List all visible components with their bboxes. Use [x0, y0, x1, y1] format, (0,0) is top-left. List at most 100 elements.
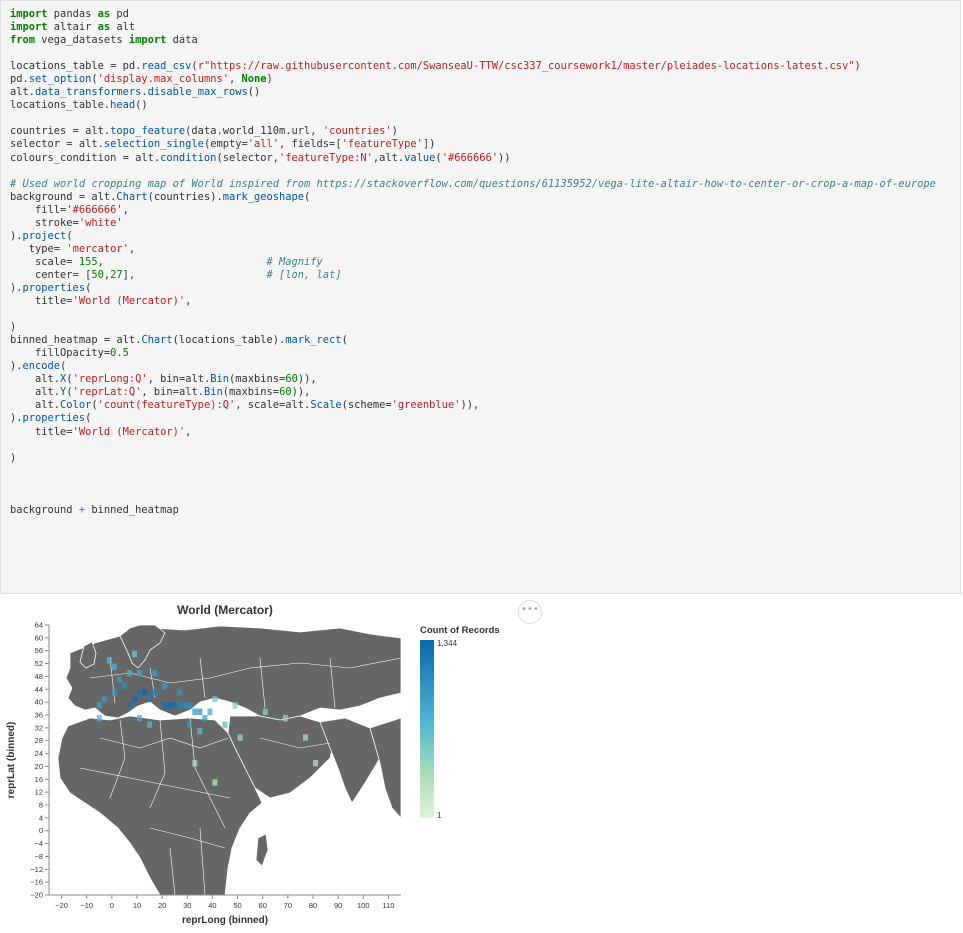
- y-tick-label: 16: [35, 775, 43, 784]
- code-line: scale= 155, # Magnify: [10, 255, 323, 268]
- y-tick-label: −4: [34, 839, 43, 848]
- x-tick-label: 60: [259, 901, 267, 910]
- land-india: [319, 717, 386, 804]
- x-tick-label: 50: [233, 901, 241, 910]
- y-tick-label: 64: [35, 621, 43, 630]
- heatmap-cell: [207, 708, 213, 715]
- heatmap-cell: [137, 715, 143, 722]
- y-tick-label: −12: [30, 865, 43, 874]
- heatmap-cell: [192, 708, 198, 715]
- code-line: title='World (Mercator)',: [10, 295, 192, 308]
- x-tick-label: 110: [382, 901, 394, 910]
- heatmap-cell: [152, 670, 158, 677]
- code-line: ).properties(: [10, 412, 92, 425]
- code-cell[interactable]: import pandas as pd import altair as alt…: [0, 0, 961, 594]
- heatmap-cell: [106, 657, 112, 664]
- code-line: fillOpacity=0.5: [10, 347, 129, 360]
- heatmap-cell: [177, 689, 183, 696]
- y-tick-label: 60: [35, 633, 43, 642]
- x-axis-label: reprLong (binned): [182, 915, 268, 926]
- x-tick-label: −10: [80, 901, 93, 910]
- code-editor[interactable]: import pandas as pd import altair as alt…: [1, 1, 960, 517]
- code-line: alt.Y('reprLat:Q', bin=alt.Bin(maxbins=6…: [10, 386, 311, 399]
- x-tick-label: 100: [357, 901, 370, 910]
- x-tick-label: 0: [110, 901, 114, 910]
- x-tick-label: 20: [158, 901, 166, 910]
- heatmap-cell: [116, 676, 122, 683]
- y-axis-label: reprLat (binned): [6, 722, 17, 799]
- heatmap-cell: [232, 702, 238, 709]
- code-line: ): [10, 321, 17, 334]
- heatmap-cell: [187, 702, 193, 709]
- x-tick-label: 40: [208, 901, 216, 910]
- code-line: ): [10, 451, 17, 464]
- land-se-asia: [369, 717, 401, 819]
- x-tick-label: 10: [133, 901, 141, 910]
- code-line: fill='#666666',: [10, 203, 129, 216]
- legend-gradient: [420, 640, 434, 818]
- x-tick-label: 80: [309, 901, 317, 910]
- heatmap-cell: [282, 715, 288, 722]
- x-tick-label: 30: [183, 901, 191, 910]
- heatmap-cell: [182, 702, 188, 709]
- code-line: alt.X('reprLong:Q', bin=alt.Bin(maxbins=…: [10, 373, 317, 386]
- land-africa: [57, 715, 263, 895]
- legend-min-label: 1: [437, 811, 442, 820]
- code-line: alt.data_transformers.disable_max_rows(): [10, 86, 261, 99]
- heatmap-cell: [142, 689, 148, 696]
- heatmap-cell: [96, 702, 102, 709]
- code-line: pd.set_option('display.max_columns', Non…: [10, 73, 273, 86]
- heatmap-cell: [202, 715, 208, 722]
- chart-actions-menu-button[interactable]: •••: [518, 600, 542, 624]
- code-line: title='World (Mercator)',: [10, 425, 192, 438]
- heatmap-cell: [131, 650, 137, 658]
- y-tick-label: 28: [35, 736, 43, 745]
- chart-output: World (Mercator): [0, 598, 963, 929]
- heatmap-cell: [137, 670, 143, 677]
- heatmap-cell: [302, 734, 308, 741]
- heatmap-cells: [96, 650, 319, 786]
- heatmap-cell: [222, 721, 228, 728]
- color-legend: Count of Records 1,344 1: [420, 625, 500, 820]
- heatmap-cell: [152, 689, 158, 696]
- heatmap-cell: [126, 670, 132, 677]
- heatmap-cell: [137, 689, 143, 696]
- code-line: import pandas as pd: [10, 8, 129, 20]
- code-line: binned_heatmap = alt.Chart(locations_tab…: [10, 334, 348, 347]
- heatmap-cell: [121, 682, 127, 690]
- heatmap-cell: [131, 695, 137, 703]
- heatmap-cell: [111, 689, 117, 696]
- heatmap-cell: [197, 708, 203, 715]
- code-line: countries = alt.topo_feature(data.world_…: [10, 125, 398, 138]
- heatmap-cell: [197, 727, 203, 735]
- y-tick-label: −8: [34, 852, 43, 861]
- heatmap-cell: [167, 702, 173, 709]
- code-line: # Used world cropping map of World inspi…: [10, 177, 936, 190]
- code-line: alt.Color('count(featureType):Q', scale=…: [10, 399, 480, 412]
- y-tick-label: 12: [35, 788, 43, 797]
- code-line: center= [50,27], # [lon, lat]: [10, 268, 342, 281]
- heatmap-cell: [101, 695, 107, 703]
- land-madagascar: [255, 833, 269, 867]
- y-tick-label: 24: [35, 749, 43, 758]
- code-line: type= 'mercator',: [10, 242, 136, 255]
- y-tick-label: 44: [35, 685, 43, 694]
- heatmap-cell: [96, 715, 102, 722]
- heatmap-cell: [111, 663, 117, 670]
- heatmap-cell: [212, 695, 218, 703]
- legend-max-label: 1,344: [437, 639, 458, 648]
- y-tick-label: 52: [35, 659, 43, 668]
- heatmap-cell: [147, 721, 153, 728]
- heatmap-cell: [162, 702, 168, 709]
- heatmap-cell: [126, 702, 132, 709]
- code-line: ).properties(: [10, 281, 92, 294]
- land-britain: [79, 641, 97, 669]
- y-tick-label: 32: [35, 723, 43, 732]
- heatmap-cell: [212, 779, 218, 786]
- y-tick-label: 8: [39, 801, 43, 810]
- y-tick-label: 40: [35, 698, 43, 707]
- code-line: locations_table = pd.read_csv(r"https://…: [10, 60, 861, 73]
- x-tick-label: 70: [284, 901, 292, 910]
- heatmap-cell: [262, 708, 268, 715]
- heatmap-cell: [313, 760, 319, 767]
